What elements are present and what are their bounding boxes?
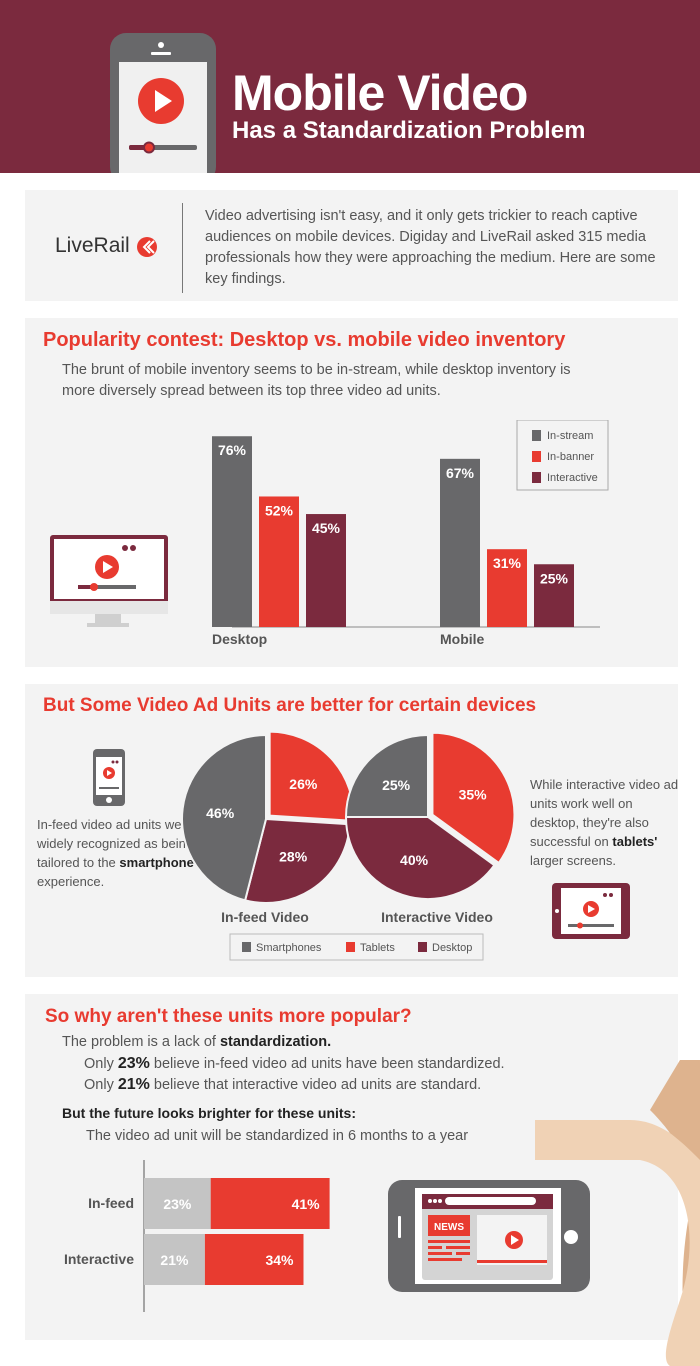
pie-slice-smartphones: [344, 733, 429, 818]
bar-value-label: 52%: [265, 502, 294, 518]
category-label: Interactive: [64, 1251, 134, 1267]
tablet-icon: [552, 883, 630, 939]
section1-text: The brunt of mobile inventory seems to b…: [62, 362, 571, 399]
interactive-note: While interactive video ad units work we…: [530, 775, 680, 870]
bar-value-label: 41%: [292, 1196, 321, 1212]
infeed-note-text: In-feed video ad units were widely recog…: [37, 817, 194, 870]
bar-value-label: 31%: [493, 555, 522, 571]
bar-segment-in-feed: [210, 1178, 330, 1229]
divider: [182, 203, 183, 293]
pie-slice-tablets: [431, 731, 516, 865]
pie-value-label: 46%: [206, 805, 235, 821]
bar-segment-interactive: [144, 1234, 205, 1285]
infeed-note-bold: smartphone: [119, 855, 194, 870]
standardization-bar-chart: In-feed 23% 41% Interactive 21% 34%: [64, 1160, 330, 1312]
problem-text: The problem is a lack of: [62, 1034, 220, 1050]
pie-value-label: 26%: [289, 776, 318, 792]
bar-desktop-in-stream: [212, 436, 252, 627]
legend-swatch: [346, 942, 355, 952]
bar-mobile-in-stream: [440, 458, 480, 627]
device-pie-charts: 26% 28% 46% In-feed Video 35% 40% 25% Interacti…: [181, 730, 516, 961]
bar-value-label: 67%: [446, 465, 475, 481]
bar-mobile-in-banner: [487, 549, 527, 627]
bar-value-label: 76%: [218, 442, 247, 458]
bar-value-label: 34%: [265, 1252, 294, 1268]
interactive-stat-line: Only 21% believe that interactive video …: [84, 1074, 481, 1096]
phone-news-illustration: NEWS: [388, 1180, 590, 1292]
smartphone-icon: [93, 749, 125, 806]
legend-label: Interactive: [547, 472, 598, 484]
section1-heading: Popularity contest: Desktop vs. mobile v…: [43, 329, 566, 351]
legend-label: In-stream: [547, 430, 593, 442]
infeed-stat-line: Only 23% believe in-feed video ad units …: [84, 1053, 505, 1075]
bar-value-label: 23%: [163, 1196, 192, 1212]
section3-heading: So why aren't these units more popular?: [45, 1006, 412, 1027]
legend-label: In-banner: [547, 451, 594, 463]
category-label: In-feed: [88, 1195, 134, 1211]
stat-text: Only: [84, 1056, 118, 1072]
pie-title: Interactive Video: [381, 909, 493, 925]
infeed-note-end: experience.: [37, 874, 105, 889]
bar-segment-interactive: [204, 1234, 304, 1285]
legend-swatch: [532, 472, 541, 483]
bar-segment-in-feed: [144, 1178, 211, 1229]
liverail-logo: LiveRail: [55, 234, 130, 257]
interactive-note-end: larger screens.: [530, 853, 616, 868]
category-label: Mobile: [440, 631, 485, 647]
legend-label: Desktop: [432, 942, 472, 954]
legend-swatch: [532, 430, 541, 441]
stat-text: believe in-feed video ad units have been…: [149, 1056, 505, 1072]
infeed-note: In-feed video ad units were widely recog…: [37, 815, 197, 891]
stat-bold: 23%: [117, 1055, 150, 1072]
bar-value-label: 45%: [312, 520, 341, 536]
page-title: Mobile Video: [232, 65, 528, 121]
bar-desktop-in-banner: [259, 496, 299, 627]
intro-text: Video advertising isn't easy, and it onl…: [205, 208, 656, 287]
pie-value-label: 28%: [279, 848, 308, 864]
liverail-logo-icon: [137, 237, 157, 257]
legend-label: Smartphones: [256, 942, 322, 954]
phone-illustration-icon: [110, 33, 216, 173]
legend-swatch: [418, 942, 427, 952]
legend-swatch: [532, 451, 541, 462]
bar-value-label: 25%: [540, 570, 569, 586]
problem-bold: standardization.: [219, 1034, 332, 1050]
pie-slice-desktop: [243, 817, 351, 904]
stat-bold: 21%: [117, 1076, 150, 1093]
pie-slice-desktop: [344, 816, 496, 900]
category-label: Desktop: [212, 631, 267, 647]
legend-box: [229, 933, 484, 961]
hand-illustration: [535, 1060, 700, 1366]
stat-text: believe that interactive video ad units …: [149, 1077, 482, 1093]
future-heading: But the future looks brighter for these …: [62, 1105, 357, 1121]
legend-swatch: [242, 942, 251, 952]
interactive-note-bold: tablets': [612, 834, 658, 849]
problem-line: The problem is a lack of standardization…: [62, 1032, 331, 1053]
pie-title: In-feed Video: [221, 909, 309, 925]
intro-panel: [25, 190, 678, 301]
section2-heading: But Some Video Ad Units are better for c…: [43, 695, 537, 716]
stat-text: Only: [84, 1077, 118, 1093]
inventory-bar-chart: 76% 52% 45% Desktop 67% 31% 25% Mobile In-stream…: [212, 420, 609, 647]
bar-value-label: 21%: [160, 1252, 189, 1268]
pie-value-label: 25%: [382, 777, 411, 793]
pie-value-label: 40%: [400, 852, 429, 868]
pie-value-label: 35%: [459, 786, 488, 802]
future-text: The video ad unit will be standardized i…: [86, 1128, 469, 1144]
news-label: NEWS: [434, 1222, 464, 1233]
desktop-monitor-icon: [50, 535, 168, 627]
interactive-note-text: While interactive video ad units work we…: [530, 777, 679, 849]
legend-label: Tablets: [360, 942, 395, 954]
bar-desktop-interactive: [306, 514, 346, 627]
bar-mobile-interactive: [534, 564, 574, 627]
page-subtitle: Has a Standardization Problem: [232, 117, 586, 144]
pie-slice-smartphones: [181, 733, 267, 902]
